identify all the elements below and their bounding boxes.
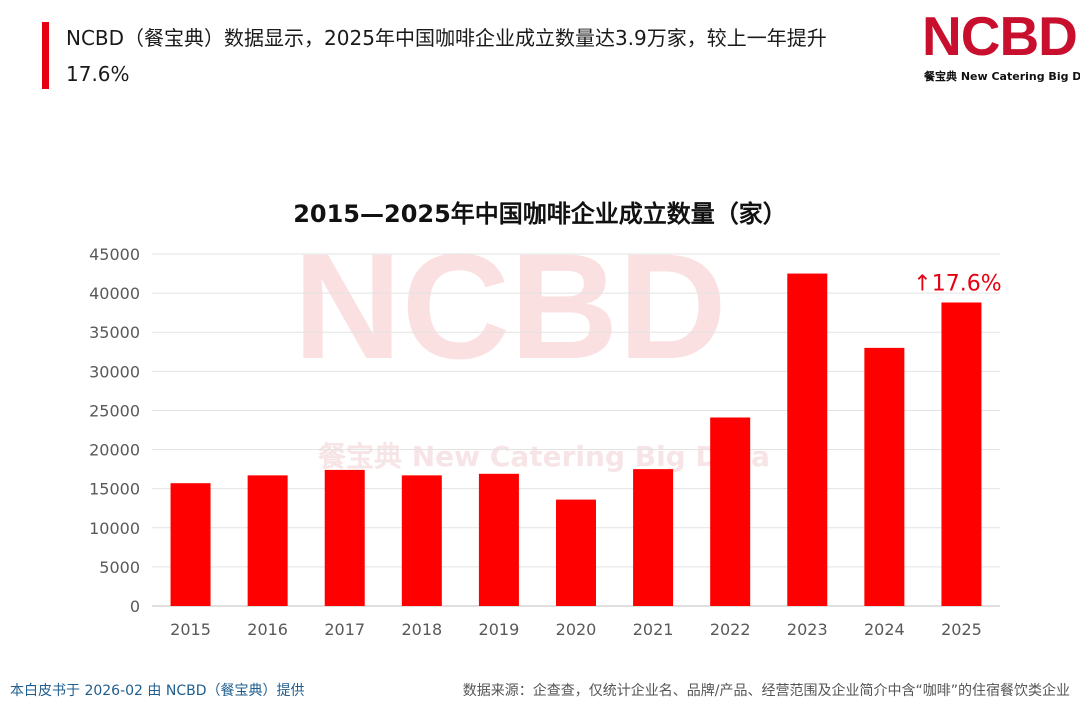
x-tick-label: 2017 — [324, 620, 365, 639]
bars — [170, 273, 982, 606]
footer-credit: 本白皮书于 2026-02 由 NCBD（餐宝典）提供 — [10, 683, 305, 699]
bar-2017 — [324, 469, 365, 606]
bar-2021 — [633, 469, 674, 606]
annotations: ↑17.6% — [913, 271, 1001, 296]
x-tick-label: 2015 — [170, 620, 211, 639]
bar-2022 — [710, 417, 751, 606]
footer-source: 数据来源：企查查，仅统计企业名、品牌/产品、经营范围及企业简介中含“咖啡”的住宿… — [462, 683, 1070, 699]
y-axis: 0 5000 10000 15000 20000 25000 30000 35000 40000… — [89, 245, 140, 616]
watermark-logo: NCBD — [293, 222, 726, 390]
x-tick-label: 2023 — [787, 620, 828, 639]
x-tick-label: 2019 — [479, 620, 520, 639]
y-tick-label: 25000 — [89, 401, 140, 420]
headline-accent-bar — [42, 22, 49, 89]
x-tick-label: 2024 — [864, 620, 905, 639]
x-tick-label: 2021 — [633, 620, 674, 639]
bar-2023 — [787, 273, 828, 606]
chart-title: 2015—2025年中国咖啡企业成立数量（家） — [293, 200, 787, 228]
bar-2016 — [247, 475, 288, 606]
y-tick-label: 5000 — [99, 558, 140, 577]
watermark-subtitle: 餐宝典 New Catering Big Data — [318, 440, 770, 473]
y-tick-label: 30000 — [89, 362, 140, 381]
y-tick-label: 35000 — [89, 323, 140, 342]
y-tick-label: 45000 — [89, 245, 140, 264]
y-tick-label: 15000 — [89, 480, 140, 499]
logo-subtitle: 餐宝典 New Catering Big Data — [924, 70, 1080, 83]
bar-2020 — [556, 499, 596, 606]
x-tick-label: 2025 — [941, 620, 982, 639]
y-tick-label: 0 — [130, 597, 140, 616]
growth-annotation: ↑17.6% — [913, 271, 1001, 296]
bar-2025 — [941, 302, 982, 606]
x-axis: 2015 2016 2017 2018 2019 2020 2021 2022 2023 2024… — [170, 620, 982, 639]
y-tick-label: 40000 — [89, 284, 140, 303]
y-tick-label: 10000 — [89, 519, 140, 538]
x-tick-label: 2022 — [710, 620, 751, 639]
y-tick-label: 20000 — [89, 441, 140, 460]
ncbd-logo: NCBD 餐宝典 New Catering Big Data — [922, 4, 1080, 84]
x-tick-label: 2016 — [247, 620, 288, 639]
headline-text: NCBD（餐宝典）数据显示，2025年中国咖啡企业成立数量达3.9万家，较上一年… — [66, 26, 827, 86]
bar-2015 — [170, 483, 211, 606]
bar-2018 — [401, 475, 442, 606]
bar-2024 — [864, 347, 905, 606]
bar-2019 — [478, 473, 519, 606]
x-tick-label: 2020 — [556, 620, 597, 639]
logo-mark: NCBD — [922, 5, 1078, 67]
x-tick-label: 2018 — [401, 620, 442, 639]
